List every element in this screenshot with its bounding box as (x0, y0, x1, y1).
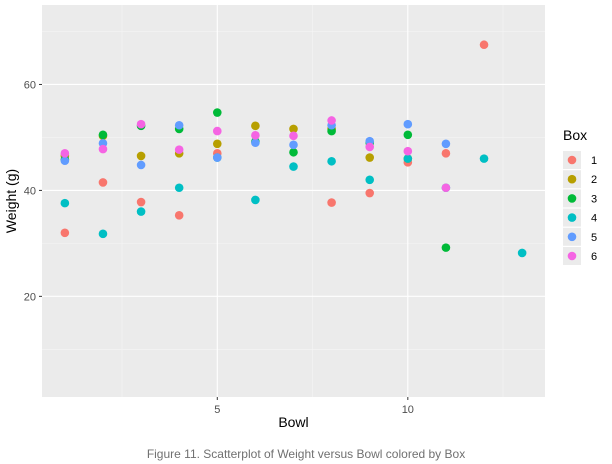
data-point-box-5 (251, 138, 260, 148)
data-point-box-2 (212, 139, 222, 149)
data-point-box-1 (174, 211, 184, 220)
data-point-box-6 (98, 144, 108, 154)
data-point-box-4 (98, 229, 108, 239)
data-point-box-2 (289, 124, 298, 134)
data-point-box-6 (60, 149, 70, 158)
legend-key-box-6 (567, 251, 577, 261)
data-point-box-4 (479, 154, 489, 163)
data-point-box-4 (136, 207, 146, 216)
data-point-box-5 (403, 119, 413, 129)
data-point-box-4 (365, 175, 375, 185)
data-point-box-4 (174, 183, 184, 193)
x-tick-label: 5 (214, 404, 220, 416)
legend-key-box-3 (567, 194, 577, 203)
y-tick-label: 20 (24, 291, 36, 303)
data-point-box-1 (98, 178, 108, 187)
data-point-box-6 (212, 126, 222, 136)
data-point-box-3 (98, 130, 108, 140)
legend-label-box-2: 2 (591, 174, 597, 186)
legend-label-box-6: 6 (591, 251, 597, 263)
figure-caption: Figure 11. Scatterplot of Weight versus … (146, 447, 466, 461)
y-axis-ticks: 20 40 60 (24, 79, 42, 303)
data-point-box-6 (251, 131, 260, 140)
data-point-box-1 (136, 197, 146, 207)
data-point-box-4 (251, 195, 260, 205)
data-point-box-1 (327, 198, 336, 207)
data-point-box-1 (365, 188, 375, 198)
plot-panel (42, 5, 545, 397)
data-point-box-6 (289, 131, 298, 141)
data-point-box-2 (365, 153, 375, 162)
data-point-box-3 (403, 130, 413, 140)
data-point-box-6 (174, 145, 184, 154)
x-axis-label: Bowl (278, 414, 308, 430)
data-point-box-4 (60, 198, 70, 208)
legend-title: Box (563, 127, 587, 143)
data-points (60, 40, 527, 258)
data-point-box-4 (517, 248, 527, 258)
data-point-box-1 (60, 228, 70, 238)
legend-label-box-5: 5 (591, 232, 597, 244)
data-point-box-6 (365, 142, 375, 152)
data-point-box-5 (136, 160, 146, 170)
data-point-box-2 (251, 121, 260, 131)
legend-key-box-1 (567, 155, 577, 165)
y-tick-label: 40 (24, 185, 36, 197)
legend-key-box-2 (567, 174, 577, 184)
data-point-box-4 (289, 162, 298, 171)
legend-key-box-5 (567, 232, 577, 242)
data-point-box-1 (479, 40, 489, 50)
data-point-box-6 (403, 146, 413, 156)
legend: Box 1 2 3 4 5 6 (563, 127, 597, 265)
data-point-box-3 (441, 243, 451, 252)
data-point-box-5 (60, 156, 70, 166)
legend-key-box-4 (567, 213, 577, 222)
y-axis-label: Weight (g) (3, 169, 19, 233)
data-point-box-5 (174, 120, 184, 130)
data-point-box-5 (441, 139, 451, 149)
legend-label-box-3: 3 (591, 193, 597, 205)
data-point-box-3 (289, 147, 298, 157)
data-point-box-5 (212, 153, 222, 162)
data-point-box-4 (327, 156, 336, 166)
data-point-box-6 (441, 183, 451, 193)
major-gridlines (42, 5, 545, 397)
data-point-box-6 (136, 119, 146, 129)
legend-label-box-1: 1 (591, 155, 597, 167)
x-axis-ticks: 5 10 (214, 397, 414, 416)
data-point-box-4 (403, 154, 413, 163)
legend-label-box-4: 4 (591, 213, 597, 225)
data-point-box-1 (441, 149, 451, 158)
x-tick-label: 10 (402, 404, 414, 416)
data-point-box-2 (136, 151, 146, 161)
data-point-box-5 (289, 140, 298, 150)
data-point-box-6 (327, 116, 336, 125)
y-tick-label: 60 (24, 79, 36, 91)
data-point-box-3 (212, 108, 222, 117)
